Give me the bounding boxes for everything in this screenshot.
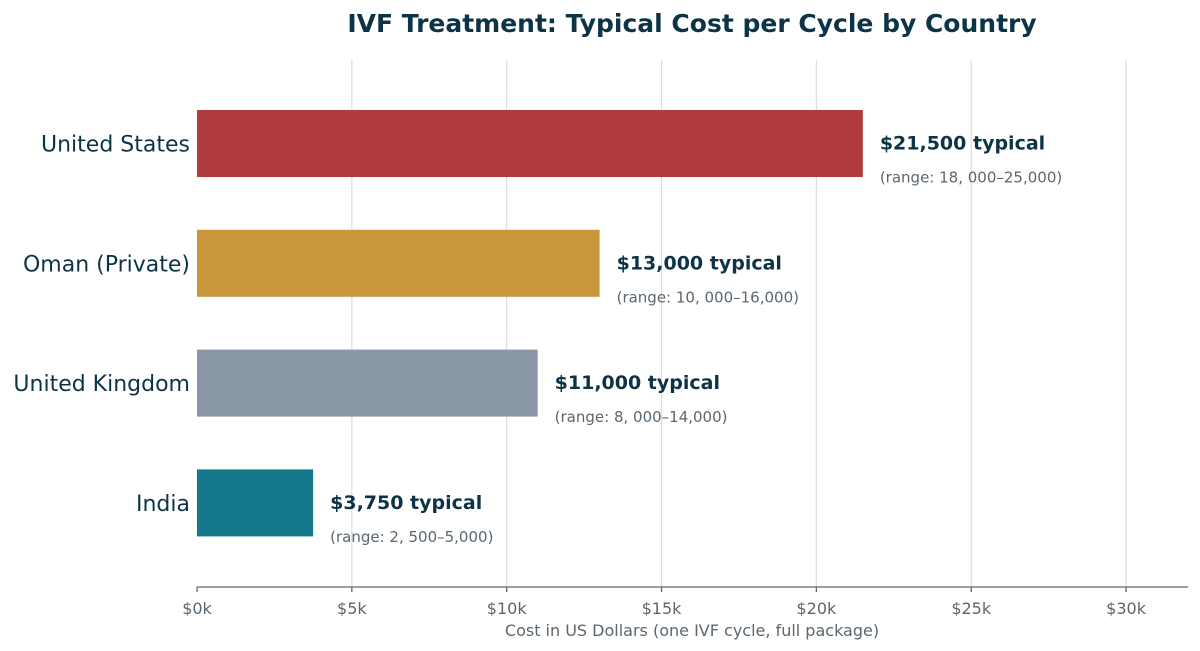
bar — [197, 110, 863, 177]
x-tick-label: $0k — [182, 599, 212, 618]
bars — [197, 110, 863, 537]
chart-title: IVF Treatment: Typical Cost per Cycle by… — [347, 9, 1036, 38]
value-label: $3,750 typical — [330, 492, 482, 514]
category-labels: United States Oman (Private) United Kingdo… — [13, 133, 190, 517]
x-tick-label: $15k — [642, 599, 683, 618]
x-axis-label: Cost in US Dollars (one IVF cycle, full … — [505, 621, 879, 640]
x-tick-label: $10k — [487, 599, 528, 618]
bar-labels: $21,500 typical (range: 18, 000–25,000) $1… — [330, 133, 1062, 546]
range-label: (range: 10, 000–16,000) — [617, 288, 799, 306]
bar — [197, 469, 314, 537]
x-tick-labels: $0k $5k $10k $15k $20k $25k $30k — [182, 587, 1147, 618]
x-tick-label: $25k — [951, 599, 992, 618]
value-label: $11,000 typical — [555, 372, 720, 394]
bar — [197, 349, 538, 417]
bar — [197, 229, 600, 297]
category-label: India — [136, 492, 190, 517]
value-label: $13,000 typical — [617, 252, 782, 274]
x-tick-label: $20k — [796, 599, 837, 618]
category-label: United Kingdom — [13, 372, 190, 397]
category-label: Oman (Private) — [23, 252, 190, 277]
x-tick-label: $5k — [337, 599, 367, 618]
value-label: $21,500 typical — [880, 133, 1045, 155]
range-label: (range: 8, 000–14,000) — [555, 408, 728, 426]
x-tick-label: $30k — [1106, 599, 1147, 618]
category-label: United States — [41, 133, 190, 158]
range-label: (range: 18, 000–25,000) — [880, 169, 1062, 187]
range-label: (range: 2, 500–5,000) — [330, 528, 493, 546]
